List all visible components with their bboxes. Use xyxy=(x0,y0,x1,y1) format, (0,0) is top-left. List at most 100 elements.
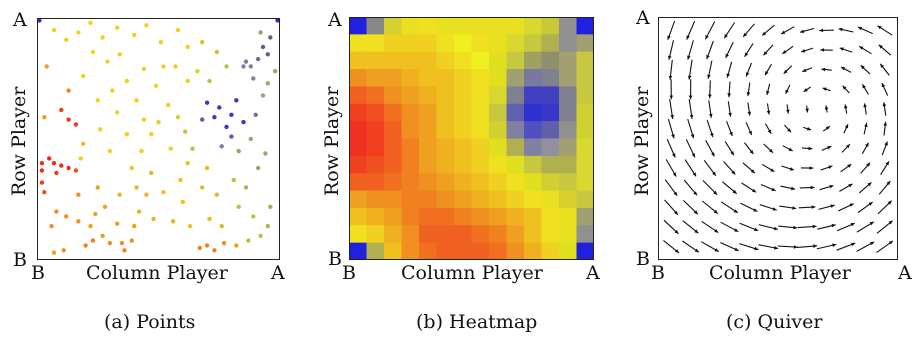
heatmap-cell xyxy=(489,242,507,260)
quiver-arrow xyxy=(682,240,700,253)
scatter-point xyxy=(175,115,181,120)
quiver-arrow xyxy=(856,241,875,252)
scatter-point xyxy=(66,165,71,171)
scatter-point xyxy=(44,64,49,69)
quiver-arrow xyxy=(746,82,751,97)
heatmap-cell xyxy=(506,173,525,191)
scatter-point xyxy=(166,102,171,108)
quiver-arrow xyxy=(720,241,739,252)
scatter-point xyxy=(263,151,268,156)
quiver-arrow xyxy=(739,222,759,232)
quiver-arrow xyxy=(740,202,758,212)
scatter-point xyxy=(185,161,190,166)
heatmap-cell xyxy=(401,86,420,105)
heatmap-cell xyxy=(541,207,560,226)
scatter-point xyxy=(217,105,222,110)
scatter-point xyxy=(158,40,164,45)
scatter-point xyxy=(180,199,185,205)
scatter-point xyxy=(100,35,105,40)
heatmap-cell xyxy=(366,103,385,122)
heatmap-cell xyxy=(454,242,472,260)
scatter-point xyxy=(144,23,149,28)
heatmap-cell xyxy=(366,86,385,105)
scatter-point xyxy=(88,20,93,25)
quiver-arrow xyxy=(682,220,699,234)
heatmap-cell xyxy=(419,207,437,226)
quiver-arrow xyxy=(840,66,852,73)
scatter-point xyxy=(265,52,270,57)
scatter-point xyxy=(78,156,83,161)
scatter-point xyxy=(107,148,113,154)
scatter-point xyxy=(251,214,256,219)
scatter-point xyxy=(141,66,147,71)
heatmap-cell xyxy=(384,207,402,226)
quiver-arrow xyxy=(777,245,798,249)
heatmap-cell xyxy=(349,138,367,157)
heatmap-cell xyxy=(454,190,472,209)
quiver-arrow xyxy=(764,123,772,134)
heatmap-cell xyxy=(559,138,577,157)
scatter-point xyxy=(268,204,273,209)
quiver-arrow xyxy=(824,105,829,113)
quiver-arrow xyxy=(819,28,834,33)
heatmap-cell xyxy=(419,242,437,260)
scatter-point xyxy=(221,240,227,246)
heatmap-cell xyxy=(471,173,490,191)
quiver-arrow xyxy=(838,203,854,212)
quiver-arrow xyxy=(745,122,753,136)
scatter-point xyxy=(141,117,147,122)
heatmap-cell xyxy=(524,242,542,260)
heatmap-cell xyxy=(576,155,594,174)
heatmap-cell xyxy=(436,155,455,174)
heatmap-cell xyxy=(384,103,402,122)
heatmap-cell xyxy=(401,34,420,53)
heatmap-cell xyxy=(401,155,420,174)
quiver-arrow xyxy=(739,243,759,251)
quiver-arrow xyxy=(708,80,712,99)
heatmap-cell xyxy=(349,173,367,191)
heatmap-cell xyxy=(559,86,577,105)
heatmap-cell xyxy=(506,121,525,139)
points-panel: A B B A Column Player Row Player (a) Poi… xyxy=(0,0,300,339)
quiver-arrow xyxy=(820,165,833,171)
scatter-point xyxy=(42,115,47,120)
heatmap-cell xyxy=(401,138,420,157)
scatter-point xyxy=(224,64,229,69)
scatter-point xyxy=(260,44,266,50)
heatmap-cell xyxy=(471,190,490,209)
quiver-arrow xyxy=(708,100,713,118)
quiver-arrow xyxy=(781,165,795,171)
quiver-arrow xyxy=(663,219,679,235)
quiver-arrow xyxy=(799,27,815,34)
quiver-arrow xyxy=(839,183,853,192)
heatmap-cell xyxy=(436,242,455,260)
quiver-arrow xyxy=(664,179,678,197)
scatter-point xyxy=(51,161,57,166)
scatter-point xyxy=(81,73,86,79)
scatter-point xyxy=(39,180,45,185)
scatter-point xyxy=(115,221,120,226)
scatter-point xyxy=(219,223,224,229)
heatmap-cell xyxy=(541,69,560,87)
heatmap-cell xyxy=(436,173,455,191)
scatter-point xyxy=(49,223,54,229)
scatter-point xyxy=(115,110,120,115)
heatmap-cell xyxy=(366,51,385,70)
quiver-arrow xyxy=(720,221,739,233)
points-x-tick-left: B xyxy=(31,262,45,284)
scatter-point xyxy=(124,132,130,137)
quiver-arrow xyxy=(684,159,697,177)
quiver-arrow xyxy=(780,185,796,191)
scatter-point xyxy=(132,223,137,229)
scatter-point xyxy=(81,141,86,146)
heatmap-cell xyxy=(506,86,525,105)
scatter-point xyxy=(272,69,278,74)
heatmap-cell xyxy=(489,173,507,191)
quiver-arrow xyxy=(778,225,798,230)
heatmap-cell xyxy=(419,225,437,244)
quiver-arrow xyxy=(842,85,850,94)
quiver-plot xyxy=(663,20,894,254)
quiver-arrow xyxy=(726,61,733,78)
heatmap-cell xyxy=(524,207,542,226)
heatmap-cell xyxy=(559,207,577,226)
